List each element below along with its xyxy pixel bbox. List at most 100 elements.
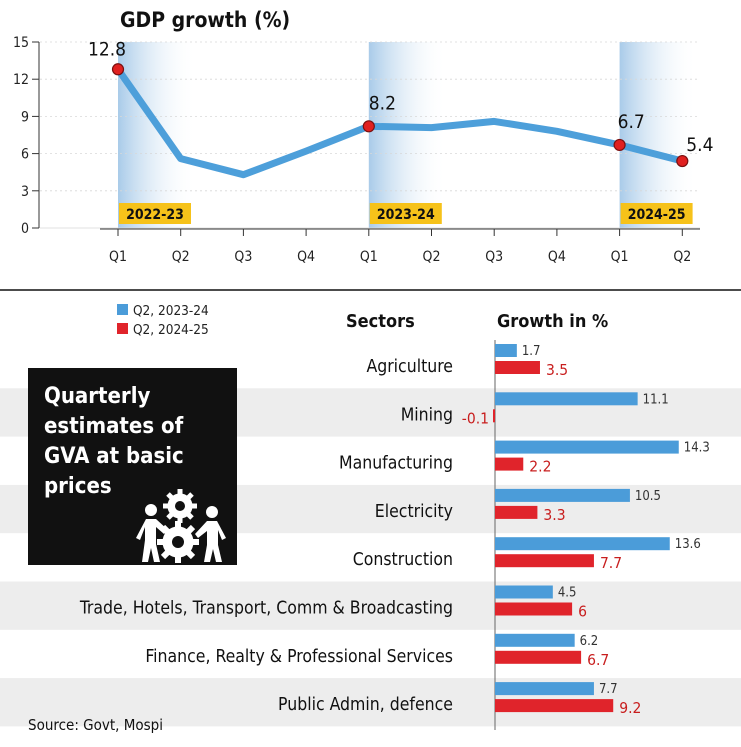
bar-2023-24	[495, 585, 553, 599]
bar-value-2024-25: 2.2	[529, 458, 551, 476]
sector-label: Agriculture	[366, 357, 453, 377]
bar-value-2023-24: 4.5	[558, 586, 577, 601]
x-tick-label: Q1	[360, 249, 378, 265]
sector-label: Electricity	[375, 502, 453, 522]
gdp-growth-line	[114, 65, 686, 179]
bar-2023-24	[495, 537, 670, 551]
bar-value-2024-25: 3.3	[543, 506, 565, 524]
bar-2024-25	[495, 457, 524, 471]
legend-swatch-2023-24	[117, 304, 128, 315]
x-tick-label: Q4	[548, 249, 566, 265]
bar-2024-25	[495, 650, 582, 664]
bar-2024-25	[495, 505, 538, 519]
bar-2023-24	[495, 682, 594, 696]
sector-label: Public Admin, defence	[278, 695, 453, 715]
gdp-value-label: 8.2	[369, 92, 396, 114]
legend-swatch-2024-25	[117, 323, 128, 334]
fy-band-2024-25	[619, 42, 698, 228]
workers-gears-icon	[136, 489, 226, 563]
gdp-value-label: 5.4	[686, 134, 713, 156]
box-line-1: Quarterly	[44, 384, 150, 409]
bar-value-2023-24: 13.6	[675, 537, 701, 552]
growth-header: Growth in %	[497, 311, 608, 332]
y-tick-label: 6	[21, 147, 29, 163]
sector-label: Finance, Realty & Professional Services	[145, 647, 453, 667]
sectors-header: Sectors	[346, 311, 415, 332]
bar-value-2024-25: 9.2	[619, 699, 641, 717]
fy-label: 2024-25	[628, 207, 686, 223]
sector-label: Mining	[401, 405, 453, 425]
box-line-4: prices	[44, 474, 112, 499]
row-band	[0, 678, 741, 727]
x-tick-label: Q3	[234, 249, 252, 265]
fy-label: 2023-24	[377, 207, 435, 223]
bar-2024-25	[495, 361, 540, 374]
bar-value-2024-25: 3.5	[546, 361, 568, 379]
fy-label-bg	[369, 203, 442, 224]
x-axis: Q1 Q2 Q3 Q4 Q1 Q2 Q3 Q4 Q1 Q2	[100, 228, 700, 265]
box-line-2: estimates of	[44, 414, 184, 439]
bar-value-2024-25: 6	[578, 603, 587, 621]
x-tick-label: Q1	[109, 249, 127, 265]
source-note: Source: Govt, Mospi	[28, 716, 163, 734]
sector-label: Trade, Hotels, Transport, Comm & Broadca…	[79, 599, 453, 619]
gdp-marker	[362, 120, 375, 133]
fy-label: 2022-23	[126, 207, 184, 223]
bar-value-2023-24: 6.2	[580, 634, 599, 649]
bar-2023-24	[495, 344, 517, 357]
legend-label-2024-25: Q2, 2024-25	[133, 322, 209, 338]
gdp-marker	[111, 63, 125, 76]
box-line-3: GVA at basic	[44, 444, 184, 469]
gdp-marker	[613, 138, 626, 152]
x-tick-label: Q4	[297, 249, 315, 265]
gdp-markers: 12.8 8.2 6.7 5.4	[88, 38, 713, 168]
y-tick-label: 0	[21, 221, 29, 237]
gva-info-box: Quarterly estimates of GVA at basic pric…	[28, 368, 237, 565]
bar-2023-24	[495, 440, 679, 454]
bar-2024-25	[493, 409, 495, 423]
bar-2023-24	[495, 633, 575, 647]
x-tick-label: Q3	[485, 249, 503, 265]
bar-value-2023-24: 7.7	[599, 682, 618, 697]
bar-2024-25	[495, 699, 614, 713]
chart-title: GDP growth (%)	[120, 8, 290, 32]
gdp-value-label: 6.7	[618, 111, 645, 133]
fy-label-bg	[620, 203, 693, 224]
x-tick-label: Q1	[611, 249, 629, 265]
fy-band-2023-24	[368, 42, 448, 228]
sector-label: Manufacturing	[339, 454, 453, 474]
y-tick-label: 15	[13, 35, 29, 51]
sector-label: Construction	[353, 550, 453, 570]
bar-value-2023-24: 1.7	[522, 344, 541, 359]
y-tick-label: 3	[21, 184, 29, 200]
bar-2023-24	[495, 392, 638, 406]
y-tick-label: 12	[13, 72, 29, 88]
x-tick-label: Q2	[673, 249, 691, 265]
row-band	[0, 581, 741, 630]
gdp-value-label: 12.8	[88, 38, 126, 60]
bar-2024-25	[495, 602, 573, 616]
bar-value-2024-25: 6.7	[587, 651, 609, 669]
fiscal-year-bands	[118, 42, 698, 228]
fy-label-bg	[119, 203, 191, 224]
bar-value-2024-25: -0.1	[462, 409, 489, 427]
bar-2023-24	[495, 488, 630, 502]
y-tick-label: 9	[21, 109, 29, 125]
bar-value-2023-24: 14.3	[684, 441, 710, 456]
bar-2024-25	[495, 554, 594, 568]
y-axis: 15 12 9 6 3 0	[13, 35, 40, 237]
legend-label-2023-24: Q2, 2023-24	[133, 303, 209, 319]
sector-labels: Agriculture Mining Manufacturing Electricit…	[79, 357, 453, 715]
fiscal-year-labels: 2022-23 2023-24 2024-25	[119, 203, 693, 224]
fy-band-2022-23	[118, 42, 197, 228]
x-tick-label: Q2	[423, 249, 441, 265]
bar-value-2024-25: 7.7	[600, 554, 622, 572]
legend: Q2, 2023-24 Q2, 2024-25	[117, 303, 209, 338]
x-tick-label: Q2	[172, 249, 190, 265]
gdp-marker	[676, 154, 689, 168]
bar-value-2023-24: 11.1	[643, 392, 669, 407]
bar-value-2023-24: 10.5	[635, 489, 661, 504]
gva-bars: 1.7 3.5 11.1 -0.1 14.3 2.2 10.5 3.3 13.6 7.7 4.56 6…	[462, 344, 710, 717]
